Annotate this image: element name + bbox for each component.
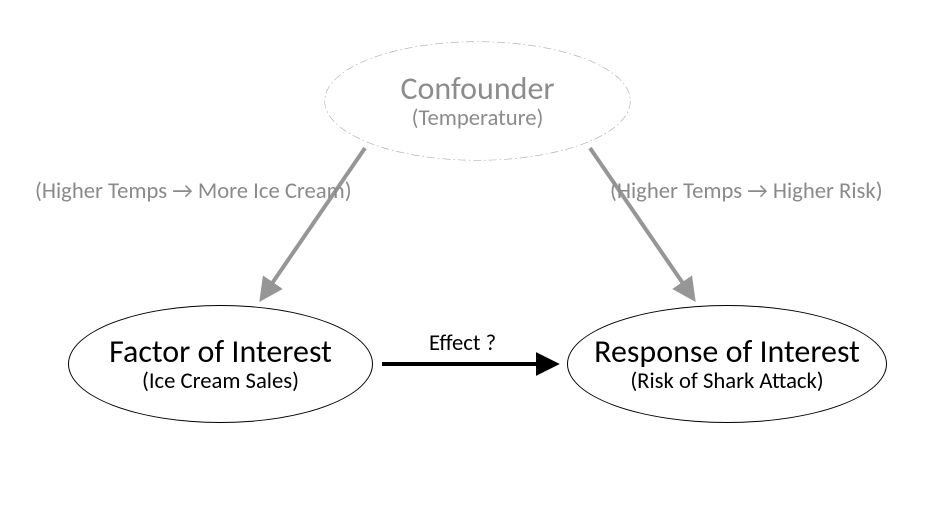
edge-label-confounder-to-factor: (Higher Temps → More Ice Cream) [35,177,352,205]
factor-subtitle: (Ice Cream Sales) [142,369,299,394]
confounder-title: Confounder [400,71,554,106]
edge-confounder-to-response [590,148,693,298]
factor-title: Factor of Interest [109,334,332,369]
confounder-subtitle: (Temperature) [412,106,544,131]
edge-label-effect: Effect ? [429,329,496,357]
factor-node: Factor of Interest (Ice Cream Sales) [68,305,373,423]
edge-confounder-to-factor [262,148,365,298]
response-title: Response of Interest [594,334,860,369]
edge-label-confounder-to-response: (Higher Temps → Higher Risk) [610,177,883,205]
diagram-canvas: Confounder (Temperature) Factor of Inter… [0,0,951,511]
response-subtitle: (Risk of Shark Attack) [630,369,823,394]
response-node: Response of Interest (Risk of Shark Atta… [567,305,887,423]
confounder-node: Confounder (Temperature) [325,42,630,160]
